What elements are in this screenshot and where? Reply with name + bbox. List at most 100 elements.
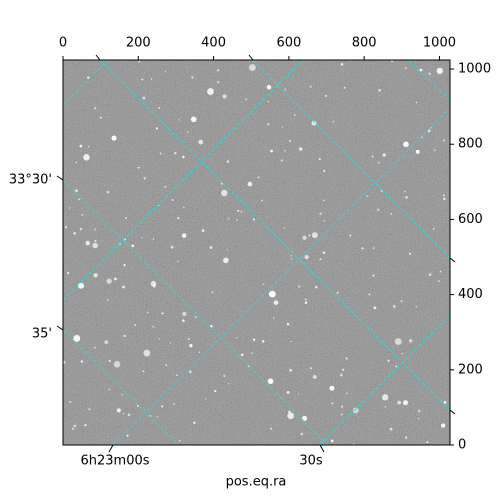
star bbox=[400, 300, 403, 303]
star bbox=[209, 246, 213, 249]
star bbox=[419, 68, 423, 72]
star bbox=[415, 305, 418, 308]
star bbox=[94, 228, 97, 231]
star bbox=[220, 182, 223, 185]
star bbox=[415, 101, 418, 104]
star bbox=[164, 70, 167, 73]
grid-dec bbox=[63, 329, 179, 445]
star bbox=[340, 413, 343, 416]
star bbox=[280, 159, 283, 162]
x-tick-label: 1000 bbox=[423, 36, 456, 51]
star bbox=[94, 346, 96, 349]
star bbox=[442, 194, 445, 197]
star bbox=[73, 334, 81, 342]
x-tick-label: 600 bbox=[276, 36, 301, 51]
star bbox=[247, 365, 250, 368]
star bbox=[182, 311, 187, 316]
star bbox=[322, 199, 325, 202]
star bbox=[78, 282, 85, 289]
star bbox=[267, 100, 269, 103]
star bbox=[127, 413, 131, 416]
star bbox=[227, 383, 230, 385]
star bbox=[158, 106, 161, 109]
star bbox=[387, 359, 390, 362]
star bbox=[252, 218, 255, 221]
star bbox=[289, 369, 292, 372]
star bbox=[315, 285, 318, 289]
wcs-ticks bbox=[56, 54, 456, 453]
star bbox=[402, 400, 409, 406]
star bbox=[177, 216, 180, 220]
star bbox=[176, 374, 178, 377]
frame bbox=[62, 59, 451, 446]
star bbox=[187, 338, 191, 341]
star bbox=[138, 60, 141, 63]
star bbox=[252, 338, 256, 341]
star bbox=[176, 260, 179, 263]
star bbox=[284, 88, 287, 91]
star bbox=[93, 273, 98, 278]
star bbox=[226, 249, 228, 251]
star bbox=[223, 374, 226, 378]
star bbox=[377, 208, 380, 211]
star bbox=[121, 394, 123, 396]
star bbox=[290, 255, 292, 257]
star bbox=[390, 212, 393, 215]
star bbox=[158, 338, 161, 340]
star bbox=[262, 283, 265, 286]
star bbox=[299, 147, 303, 151]
star bbox=[437, 280, 440, 283]
star bbox=[141, 237, 143, 239]
star bbox=[227, 217, 230, 220]
x-axis-label: pos.eq.ra bbox=[226, 475, 287, 490]
star bbox=[99, 116, 102, 119]
star bbox=[88, 408, 91, 411]
star bbox=[309, 367, 312, 370]
sky-noise bbox=[63, 60, 450, 445]
star bbox=[432, 228, 435, 230]
star bbox=[377, 161, 380, 164]
star bbox=[312, 374, 317, 379]
star bbox=[304, 301, 308, 304]
star bbox=[397, 400, 402, 405]
star bbox=[87, 76, 90, 79]
star bbox=[92, 242, 98, 249]
dec-tick bbox=[56, 325, 64, 331]
star bbox=[87, 145, 90, 148]
star bbox=[187, 131, 189, 133]
star bbox=[298, 393, 300, 395]
star bbox=[332, 120, 335, 123]
star bbox=[248, 64, 256, 72]
grid-ra bbox=[63, 60, 304, 301]
star bbox=[417, 417, 420, 420]
star bbox=[113, 361, 121, 368]
star bbox=[304, 255, 309, 260]
star bbox=[336, 291, 339, 294]
star bbox=[94, 107, 97, 110]
star bbox=[433, 149, 436, 152]
y-tick-label: 1000 bbox=[458, 62, 491, 77]
star bbox=[69, 207, 71, 209]
star bbox=[240, 210, 243, 213]
star bbox=[268, 290, 276, 298]
star bbox=[297, 285, 301, 288]
star bbox=[409, 339, 413, 343]
star bbox=[403, 141, 409, 148]
star bbox=[323, 169, 326, 173]
star bbox=[311, 232, 318, 239]
star bbox=[150, 280, 157, 287]
star bbox=[405, 436, 408, 439]
star bbox=[421, 136, 424, 139]
star bbox=[273, 317, 275, 319]
star bbox=[137, 166, 140, 169]
star bbox=[83, 154, 90, 161]
star bbox=[257, 176, 260, 179]
star bbox=[155, 127, 158, 130]
star bbox=[404, 190, 406, 193]
star bbox=[173, 403, 175, 405]
star bbox=[80, 360, 83, 363]
star bbox=[150, 78, 153, 80]
star bbox=[217, 81, 220, 84]
ra-label: 30s bbox=[299, 454, 323, 469]
star bbox=[178, 119, 180, 121]
